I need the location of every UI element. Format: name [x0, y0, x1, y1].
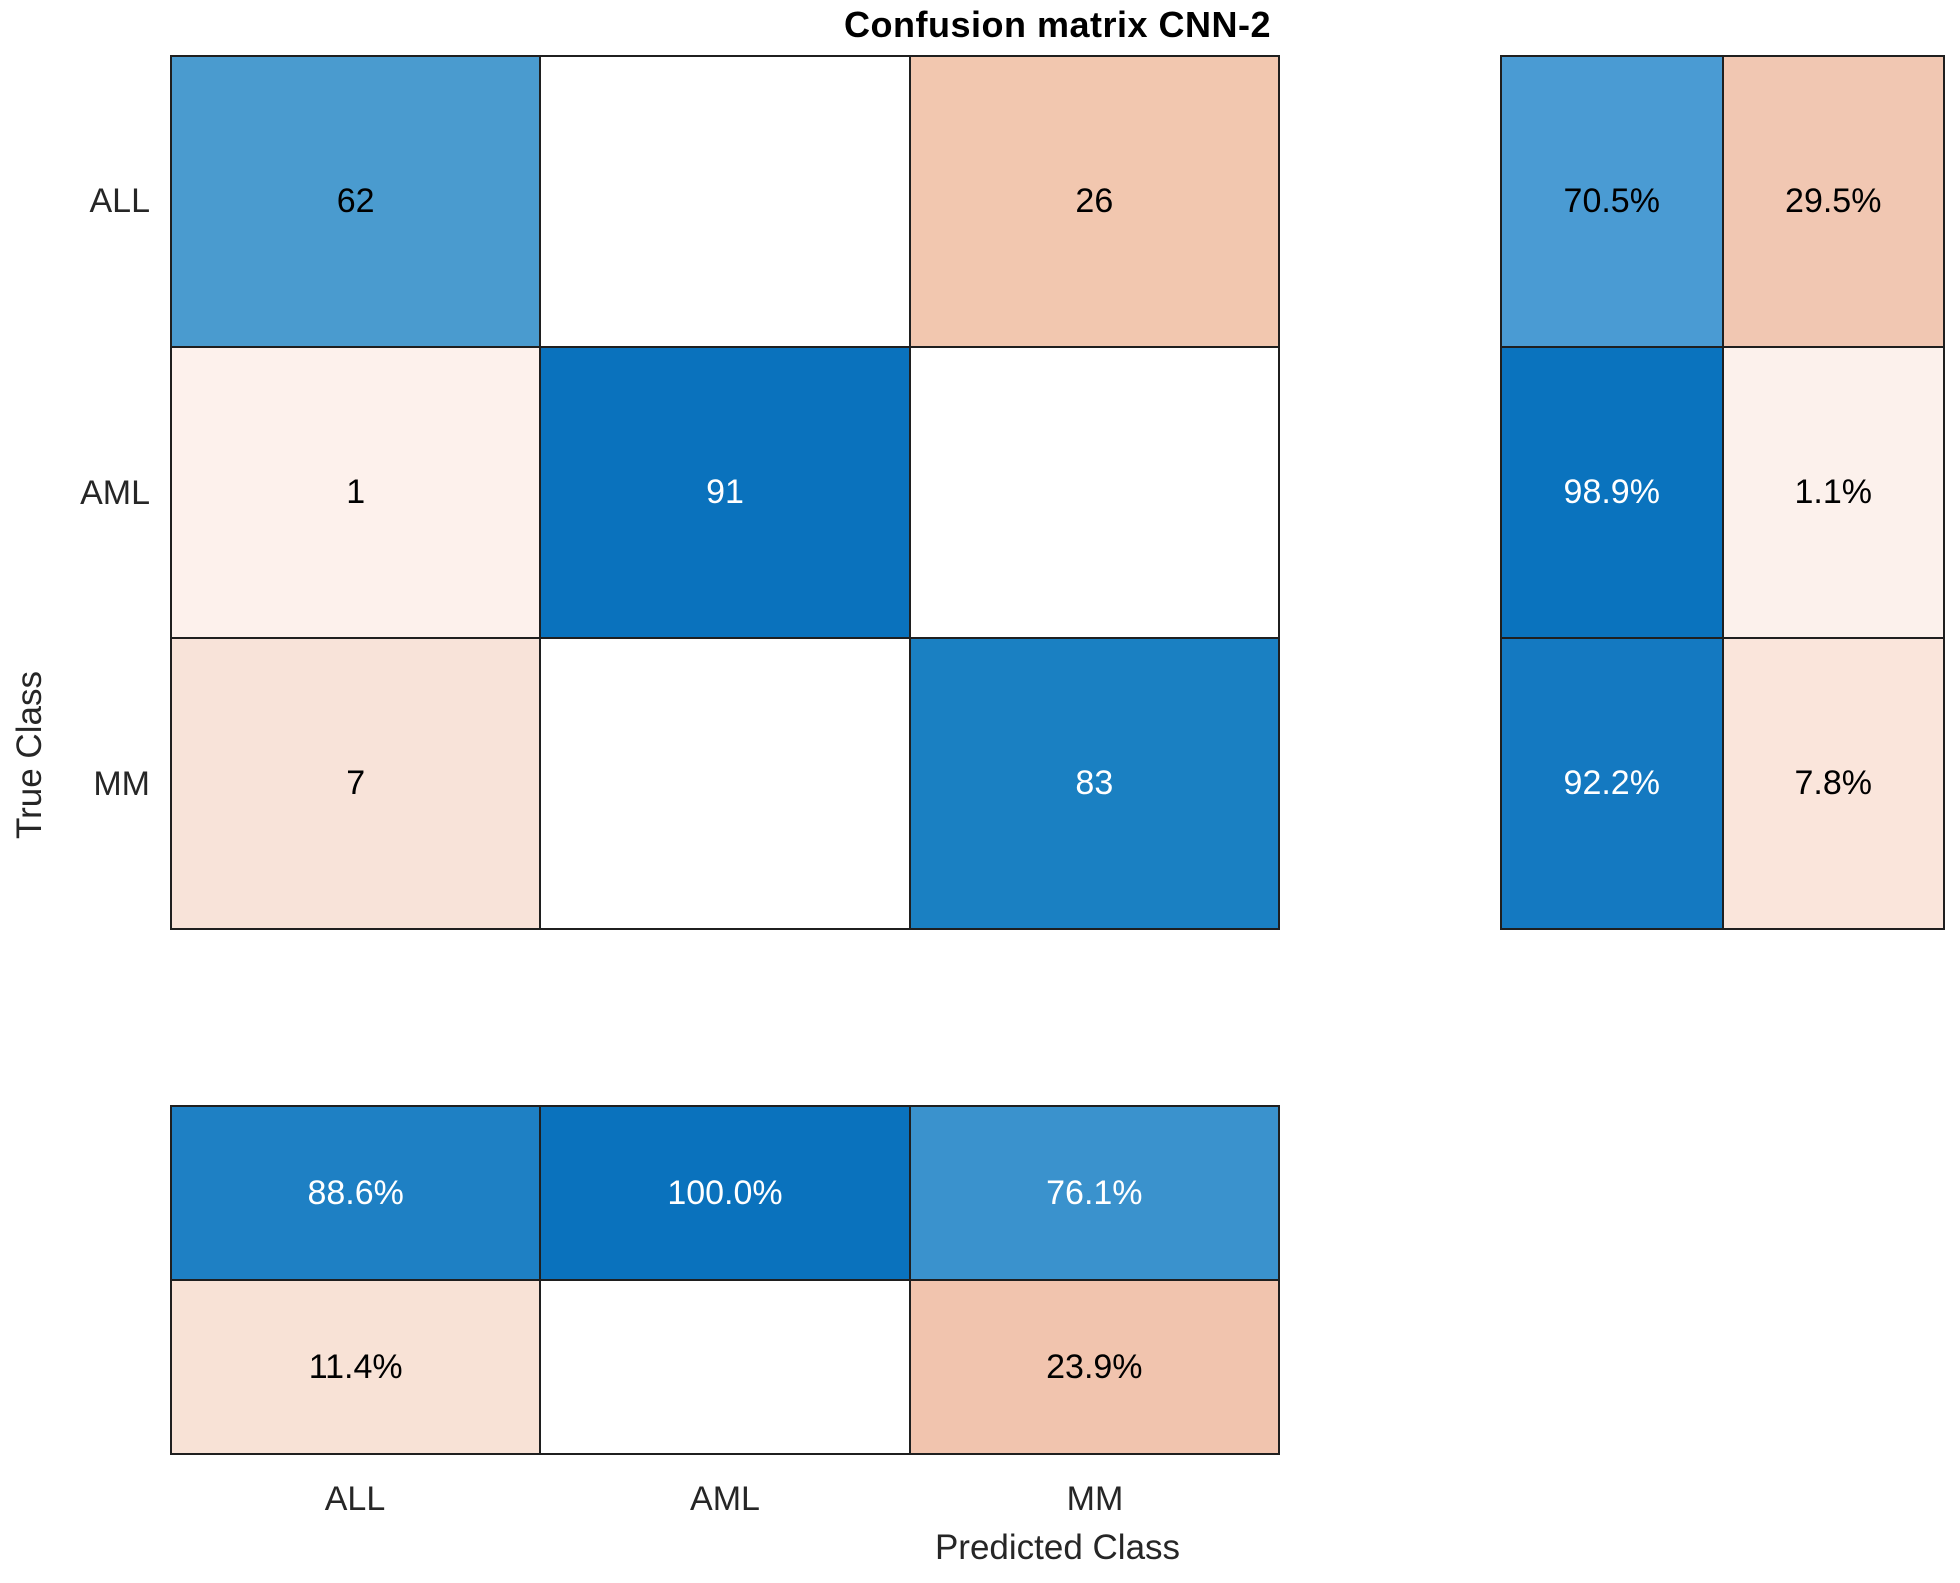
y-axis-label: True Class	[10, 671, 49, 839]
col-summary-aml-correct: 100.0%	[540, 1106, 910, 1280]
col-summary-mm-incorrect: 23.9%	[909, 1280, 1279, 1454]
cell-true-aml-pred-aml: 91	[540, 347, 910, 638]
cell-true-all-pred-mm: 26	[909, 56, 1279, 347]
confusion-matrix-grid: 62 26 1 91 7 83	[170, 55, 1280, 930]
col-summary-all-incorrect: 11.4%	[171, 1280, 541, 1454]
row-summary-mm-incorrect: 7.8%	[1722, 638, 1944, 929]
ytick-aml: AML	[80, 473, 150, 512]
col-summary-mm-correct: 76.1%	[909, 1106, 1279, 1280]
row-summary-grid: 70.5% 29.5% 98.9% 1.1% 92.2% 7.8%	[1500, 55, 1945, 930]
cell-true-mm-pred-aml	[540, 638, 910, 929]
cell-true-all-pred-all: 62	[171, 56, 541, 347]
row-summary-mm-correct: 92.2%	[1501, 638, 1723, 929]
xtick-aml: AML	[690, 1479, 760, 1518]
cell-true-mm-pred-all: 7	[171, 638, 541, 929]
ytick-mm: MM	[93, 764, 150, 803]
cell-true-mm-pred-mm: 83	[909, 638, 1279, 929]
cell-true-all-pred-aml	[540, 56, 910, 347]
chart-title: Confusion matrix CNN-2	[843, 4, 1272, 45]
row-summary-aml-incorrect: 1.1%	[1722, 347, 1944, 638]
x-axis-label: Predicted Class	[934, 1528, 1181, 1567]
ytick-all: ALL	[89, 181, 151, 220]
xtick-all: ALL	[324, 1479, 386, 1518]
cell-true-aml-pred-all: 1	[171, 347, 541, 638]
row-summary-aml-correct: 98.9%	[1501, 347, 1723, 638]
row-summary-all-correct: 70.5%	[1501, 56, 1723, 347]
xtick-mm: MM	[1066, 1479, 1124, 1518]
col-summary-all-correct: 88.6%	[171, 1106, 541, 1280]
row-summary-all-incorrect: 29.5%	[1722, 56, 1944, 347]
cell-true-aml-pred-mm	[909, 347, 1279, 638]
column-summary-grid: 88.6% 100.0% 76.1% 11.4% 23.9%	[170, 1105, 1280, 1455]
col-summary-aml-incorrect	[540, 1280, 910, 1454]
